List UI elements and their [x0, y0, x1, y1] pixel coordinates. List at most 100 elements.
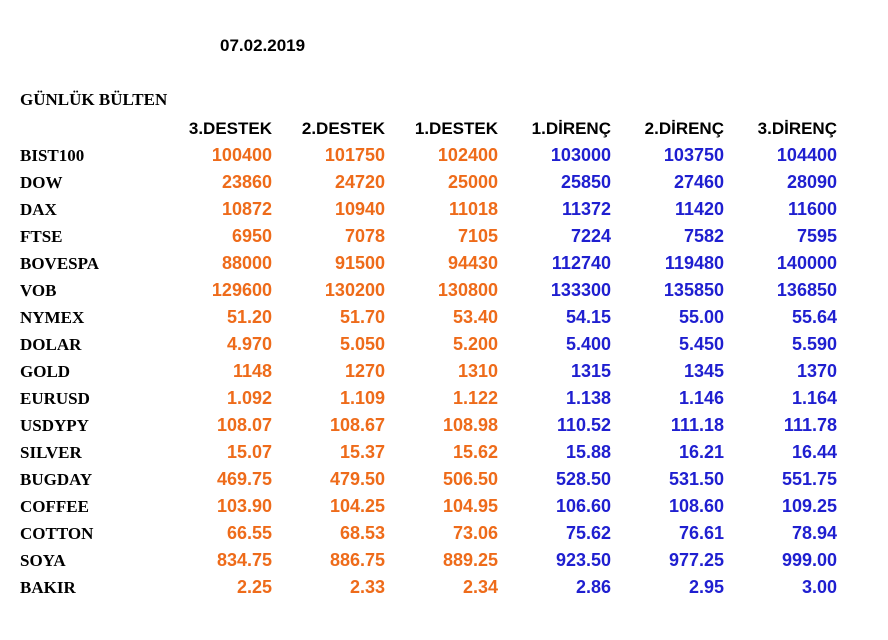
table-row: COTTON 66.55 68.53 73.06 75.62 76.61 78.94: [20, 520, 837, 547]
table-row: DOLAR 4.970 5.050 5.200 5.400 5.450 5.590: [20, 331, 837, 358]
resistance-value: 5.590: [791, 334, 837, 354]
resistance-value: 5.450: [678, 334, 724, 354]
resistance-value: 2.95: [688, 577, 724, 597]
instrument-name: DOLAR: [20, 334, 82, 354]
support-value: 10872: [221, 199, 272, 219]
instrument-name: BOVESPA: [20, 253, 100, 273]
resistance-value: 140000: [776, 253, 837, 273]
support-value: 68.53: [339, 523, 385, 543]
resistance-value: 119480: [664, 253, 724, 273]
table-row: GOLD 1148 1270 1310 1315 1345 1370: [20, 358, 837, 385]
support-value: 66.55: [226, 523, 272, 543]
support-value: 1.122: [452, 388, 498, 408]
resistance-value: 1370: [796, 361, 837, 381]
support-value: 104.95: [442, 496, 498, 516]
instrument-name: DAX: [20, 199, 57, 219]
table-row: FTSE 6950 7078 7105 7224 7582 7595: [20, 223, 837, 250]
support-value: 108.07: [216, 415, 272, 435]
resistance-value: 11600: [787, 199, 837, 219]
support-value: 1310: [457, 361, 498, 381]
resistance-value: 25850: [560, 172, 611, 192]
support-value: 53.40: [452, 307, 498, 327]
instrument-name: DOW: [20, 172, 63, 192]
header-resistance-3: 3.DİRENÇ: [757, 118, 837, 138]
resistance-value: 54.15: [565, 307, 611, 327]
support-value: 7105: [457, 226, 498, 246]
resistance-value: 1.146: [678, 388, 724, 408]
table-row: DAX 10872 10940 11018 11372 11420 11600: [20, 196, 837, 223]
support-value: 479.50: [329, 469, 385, 489]
support-value: 104.25: [329, 496, 385, 516]
resistance-value: 104400: [776, 145, 837, 165]
instrument-name: FTSE: [20, 226, 63, 246]
table-row: COFFEE 103.90 104.25 104.95 106.60 108.60 109.…: [20, 493, 837, 520]
resistance-value: 136850: [776, 280, 837, 300]
resistance-value: 1.138: [565, 388, 611, 408]
support-value: 25000: [447, 172, 498, 192]
resistance-value: 103000: [550, 145, 611, 165]
resistance-value: 531.50: [668, 469, 724, 489]
resistance-value: 16.21: [678, 442, 724, 462]
table-row: SOYA 834.75 886.75 889.25 923.50 977.25 999.00: [20, 547, 837, 574]
support-value: 103.90: [216, 496, 272, 516]
support-value: 4.970: [226, 334, 272, 354]
table-row: VOB 129600 130200 130800 133300 135850 136850: [20, 277, 837, 304]
resistance-value: 111.18: [670, 415, 724, 435]
resistance-value: 55.64: [791, 307, 837, 327]
instrument-name: NYMEX: [20, 307, 85, 327]
bulletin-title: GÜNLÜK BÜLTEN: [20, 90, 168, 109]
support-value: 886.75: [329, 550, 385, 570]
table-row: USDYPY 108.07 108.67 108.98 110.52 111.18 111.…: [20, 412, 837, 439]
resistance-value: 7582: [683, 226, 724, 246]
support-value: 73.06: [452, 523, 498, 543]
support-value: 130800: [437, 280, 498, 300]
support-value: 15.07: [226, 442, 272, 462]
instrument-name: GOLD: [20, 361, 71, 381]
resistance-value: 923.50: [555, 550, 611, 570]
support-value: 108.98: [442, 415, 498, 435]
resistance-value: 76.61: [678, 523, 724, 543]
support-value: 15.37: [339, 442, 385, 462]
resistance-value: 11420: [674, 199, 724, 219]
support-value: 24720: [334, 172, 385, 192]
support-value: 506.50: [442, 469, 498, 489]
table-row: SILVER 15.07 15.37 15.62 15.88 16.21 16.44: [20, 439, 837, 466]
table-row: BUGDAY 469.75 479.50 506.50 528.50 531.50 551.…: [20, 466, 837, 493]
resistance-value: 27460: [673, 172, 724, 192]
resistance-value: 11372: [561, 199, 611, 219]
resistance-value: 15.88: [565, 442, 611, 462]
table-row: DOW 23860 24720 25000 25850 27460 28090: [20, 169, 837, 196]
header-row: 3.DESTEK 2.DESTEK 1.DESTEK 1.DİRENÇ 2.Dİ…: [20, 115, 837, 142]
resistance-value: 528.50: [555, 469, 611, 489]
support-value: 1270: [344, 361, 385, 381]
instrument-name: BAKIR: [20, 577, 76, 597]
support-value: 102400: [437, 145, 498, 165]
resistance-value: 2.86: [575, 577, 611, 597]
resistance-value: 3.00: [801, 577, 837, 597]
instrument-name: COTTON: [20, 523, 94, 543]
resistance-value: 111.78: [783, 415, 837, 435]
resistance-value: 28090: [786, 172, 837, 192]
resistance-value: 110.52: [556, 415, 611, 435]
resistance-value: 108.60: [668, 496, 724, 516]
support-value: 2.25: [236, 577, 272, 597]
resistance-value: 5.400: [565, 334, 611, 354]
resistance-value: 78.94: [791, 523, 837, 543]
table-row: NYMEX 51.20 51.70 53.40 54.15 55.00 55.64: [20, 304, 837, 331]
resistance-value: 16.44: [791, 442, 837, 462]
table-body: BIST100 100400 101750 102400 103000 103750 104…: [20, 142, 837, 601]
instrument-name: BUGDAY: [20, 469, 93, 489]
support-value: 7078: [344, 226, 385, 246]
resistance-value: 75.62: [565, 523, 611, 543]
table-row: BAKIR 2.25 2.33 2.34 2.86 2.95 3.00: [20, 574, 837, 601]
instrument-name: BIST100: [20, 145, 85, 165]
header-resistance-2: 2.DİRENÇ: [644, 118, 724, 138]
support-value: 88000: [221, 253, 272, 273]
resistance-value: 999.00: [781, 550, 837, 570]
instrument-name: VOB: [20, 280, 57, 300]
support-value: 1148: [232, 361, 272, 381]
resistance-value: 1.164: [791, 388, 837, 408]
support-value: 100400: [211, 145, 272, 165]
support-value: 2.34: [462, 577, 498, 597]
support-value: 10940: [334, 199, 385, 219]
